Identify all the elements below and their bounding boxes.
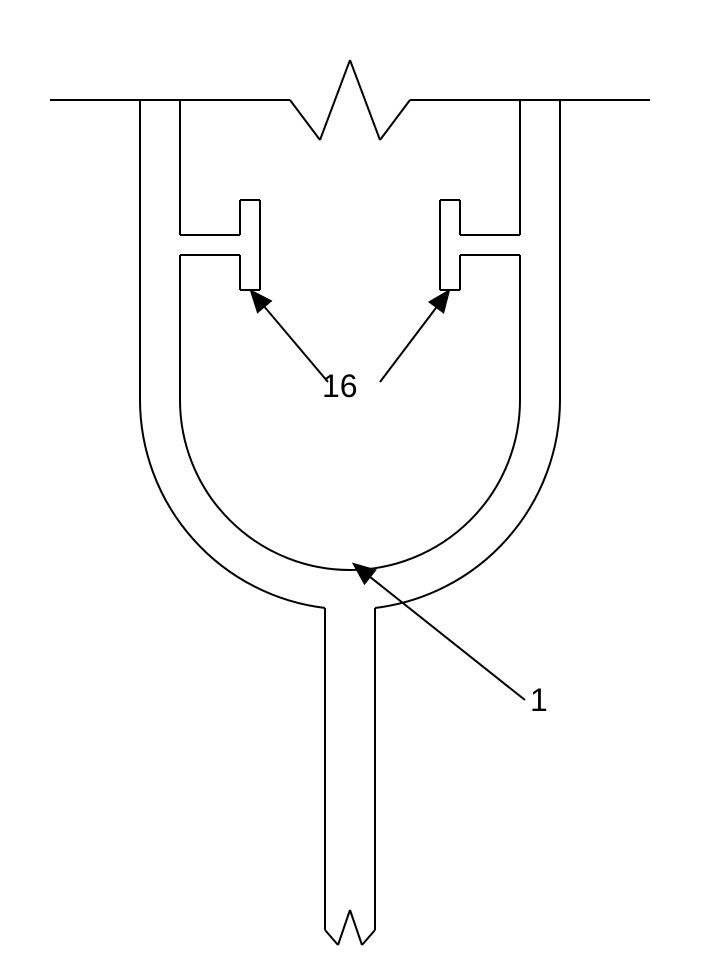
label-16-text: 16 [322, 368, 358, 404]
tee-connector-right [440, 200, 520, 290]
tee-connector-left [180, 200, 260, 290]
label-16: 16 [322, 368, 358, 405]
leader-line-1 [355, 565, 525, 700]
diagram-svg [0, 0, 706, 962]
u-tube-body [140, 100, 560, 945]
label-1-text: 1 [530, 682, 548, 718]
label-1: 1 [530, 682, 548, 719]
diagram-container: 16 1 [0, 0, 706, 962]
